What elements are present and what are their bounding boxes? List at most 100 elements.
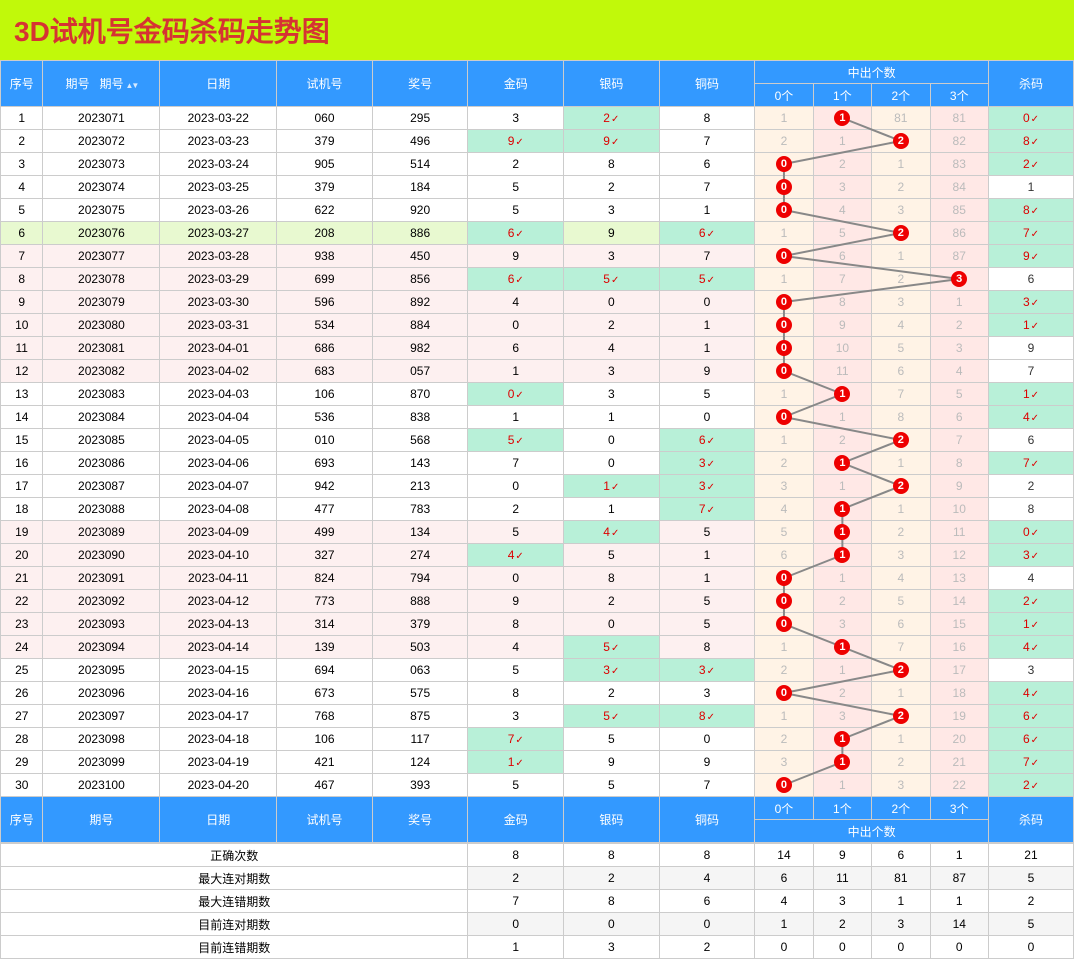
stats-c2: 1 xyxy=(872,890,930,913)
cell-prize: 870 xyxy=(372,383,468,406)
header-c1: 1个 xyxy=(813,84,871,107)
cell-count-3: 84 xyxy=(930,176,988,199)
sort-icon[interactable]: 期号 xyxy=(100,77,138,91)
table-row: 620230762023-03-27208886696152867 xyxy=(1,222,1074,245)
cell-gold: 5 xyxy=(468,429,564,452)
cell-period: 2023086 xyxy=(43,452,160,475)
header-gold: 金码 xyxy=(468,61,564,107)
cell-kill: 8 xyxy=(988,130,1073,153)
cell-gold: 7 xyxy=(468,452,564,475)
cell-period: 2023095 xyxy=(43,659,160,682)
cell-kill: 1 xyxy=(988,176,1073,199)
header-c3: 3个 xyxy=(930,84,988,107)
cell-count-3: 12 xyxy=(930,544,988,567)
footer-c1: 1个 xyxy=(813,797,871,820)
cell-date: 2023-04-17 xyxy=(160,705,277,728)
cell-date: 2023-04-19 xyxy=(160,751,277,774)
cell-count-0: 0 xyxy=(755,291,813,314)
cell-date: 2023-03-27 xyxy=(160,222,277,245)
cell-count-0: 5 xyxy=(755,521,813,544)
cell-gold: 1 xyxy=(468,360,564,383)
cell-count-1: 1 xyxy=(813,452,871,475)
cell-date: 2023-03-31 xyxy=(160,314,277,337)
cell-count-0: 1 xyxy=(755,429,813,452)
cell-date: 2023-04-02 xyxy=(160,360,277,383)
header-period[interactable]: 期号 期号 xyxy=(43,61,160,107)
cell-count-0: 3 xyxy=(755,751,813,774)
cell-test: 060 xyxy=(277,107,373,130)
cell-count-2: 1 xyxy=(872,153,930,176)
count-ball: 1 xyxy=(834,501,850,517)
cell-seq: 13 xyxy=(1,383,43,406)
footer-silver: 银码 xyxy=(564,797,660,843)
cell-count-3: 81 xyxy=(930,107,988,130)
cell-period: 2023098 xyxy=(43,728,160,751)
cell-silver: 5 xyxy=(564,268,660,291)
count-ball: 1 xyxy=(834,386,850,402)
table-row: 2720230972023-04-17768875358132196 xyxy=(1,705,1074,728)
stats-c1: 0 xyxy=(813,936,871,959)
cell-bronze: 9 xyxy=(659,360,755,383)
stats-kill: 21 xyxy=(988,844,1073,867)
table-row: 820230782023-03-2969985665517236 xyxy=(1,268,1074,291)
stats-silver: 8 xyxy=(564,844,660,867)
table-row: 120230712023-03-220602953281181810 xyxy=(1,107,1074,130)
cell-count-0: 3 xyxy=(755,475,813,498)
cell-count-2: 2 xyxy=(872,659,930,682)
stats-c2: 81 xyxy=(872,867,930,890)
cell-gold: 9 xyxy=(468,590,564,613)
count-ball: 0 xyxy=(776,156,792,172)
cell-date: 2023-04-14 xyxy=(160,636,277,659)
cell-prize: 379 xyxy=(372,613,468,636)
stats-label: 目前连错期数 xyxy=(1,936,468,959)
cell-count-2: 6 xyxy=(872,613,930,636)
cell-date: 2023-04-15 xyxy=(160,659,277,682)
cell-count-3: 3 xyxy=(930,268,988,291)
cell-period: 2023084 xyxy=(43,406,160,429)
cell-bronze: 1 xyxy=(659,199,755,222)
cell-silver: 8 xyxy=(564,567,660,590)
cell-bronze: 9 xyxy=(659,751,755,774)
cell-count-0: 1 xyxy=(755,222,813,245)
cell-seq: 2 xyxy=(1,130,43,153)
cell-count-3: 9 xyxy=(930,475,988,498)
cell-period: 2023091 xyxy=(43,567,160,590)
cell-bronze: 7 xyxy=(659,245,755,268)
table-row: 1120230812023-04-01686982641010539 xyxy=(1,337,1074,360)
stats-c2: 0 xyxy=(872,936,930,959)
cell-bronze: 3 xyxy=(659,659,755,682)
cell-silver: 2 xyxy=(564,176,660,199)
stats-bronze: 4 xyxy=(659,867,755,890)
cell-test: 106 xyxy=(277,383,373,406)
count-ball: 0 xyxy=(776,593,792,609)
table-row: 1020230802023-03-3153488402109421 xyxy=(1,314,1074,337)
cell-bronze: 0 xyxy=(659,291,755,314)
cell-count-2: 2 xyxy=(872,130,930,153)
cell-kill: 2 xyxy=(988,153,1073,176)
stats-kill: 5 xyxy=(988,913,1073,936)
cell-prize: 134 xyxy=(372,521,468,544)
count-ball: 0 xyxy=(776,340,792,356)
stats-c3: 0 xyxy=(930,936,988,959)
table-row: 1620230862023-04-0669314370321187 xyxy=(1,452,1074,475)
cell-silver: 3 xyxy=(564,245,660,268)
cell-silver: 0 xyxy=(564,613,660,636)
table-row: 1720230872023-04-0794221301331292 xyxy=(1,475,1074,498)
footer-c0: 0个 xyxy=(755,797,813,820)
cell-test: 536 xyxy=(277,406,373,429)
cell-bronze: 0 xyxy=(659,406,755,429)
cell-seq: 12 xyxy=(1,360,43,383)
cell-seq: 11 xyxy=(1,337,43,360)
cell-count-1: 11 xyxy=(813,360,871,383)
cell-bronze: 1 xyxy=(659,337,755,360)
cell-period: 2023099 xyxy=(43,751,160,774)
cell-seq: 15 xyxy=(1,429,43,452)
cell-prize: 838 xyxy=(372,406,468,429)
count-ball: 3 xyxy=(951,271,967,287)
cell-bronze: 3 xyxy=(659,682,755,705)
cell-period: 2023097 xyxy=(43,705,160,728)
cell-kill: 7 xyxy=(988,360,1073,383)
footer-c2: 2个 xyxy=(872,797,930,820)
cell-count-3: 17 xyxy=(930,659,988,682)
stats-bronze: 8 xyxy=(659,844,755,867)
